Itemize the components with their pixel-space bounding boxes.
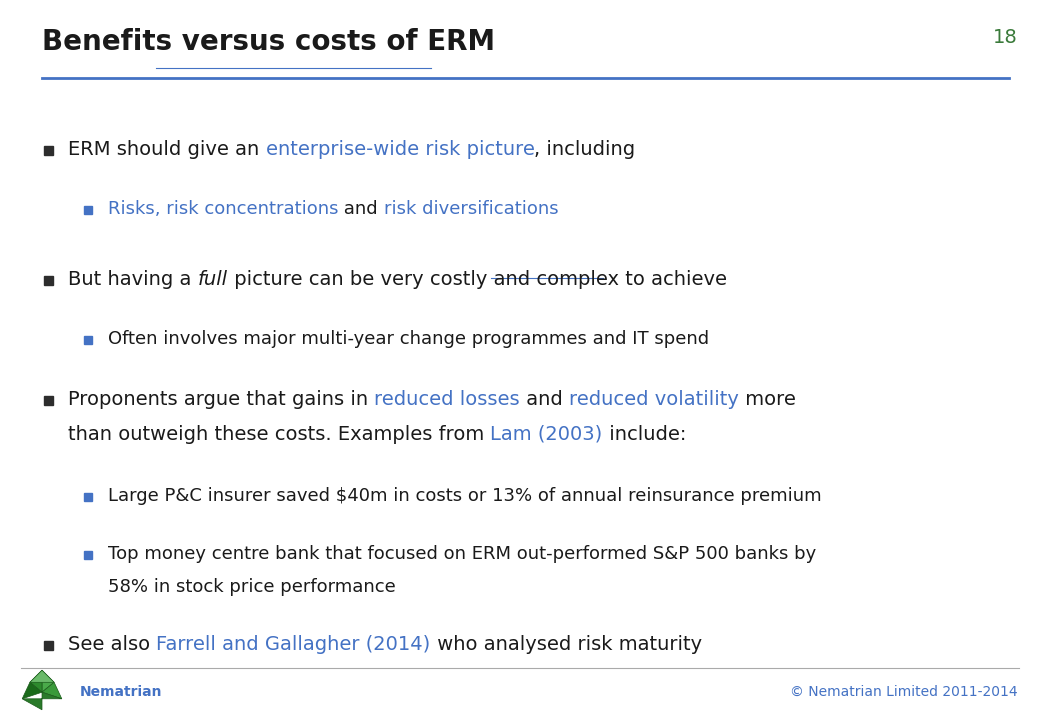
Text: Farrell and Gallagher (2014): Farrell and Gallagher (2014): [156, 635, 431, 654]
Text: ERM should give an: ERM should give an: [68, 140, 265, 159]
Text: © Nematrian Limited 2011-2014: © Nematrian Limited 2011-2014: [790, 685, 1018, 699]
Text: Often involves major multi-year change programmes and IT spend: Often involves major multi-year change p…: [108, 330, 709, 348]
Text: Nematrian: Nematrian: [80, 685, 162, 699]
Text: , including: , including: [535, 140, 635, 159]
Text: Large P&C insurer saved $40m in costs or 13% of annual reinsurance premium: Large P&C insurer saved $40m in costs or…: [108, 487, 822, 505]
Text: reduced losses: reduced losses: [374, 390, 520, 409]
Text: 58% in stock price performance: 58% in stock price performance: [108, 578, 396, 596]
Polygon shape: [22, 692, 61, 710]
Text: picture can be very costly and complex to achieve: picture can be very costly and complex t…: [228, 270, 727, 289]
Polygon shape: [42, 683, 61, 699]
Polygon shape: [30, 670, 54, 683]
Text: 18: 18: [993, 28, 1018, 47]
Polygon shape: [30, 670, 42, 692]
Text: Risks, risk concentrations: Risks, risk concentrations: [108, 200, 338, 218]
Polygon shape: [22, 683, 42, 699]
Text: who analysed risk maturity: who analysed risk maturity: [431, 635, 702, 654]
Text: See also: See also: [68, 635, 156, 654]
Text: include:: include:: [603, 425, 686, 444]
Text: risk diversifications: risk diversifications: [384, 200, 558, 218]
Text: Top money centre bank that focused on ERM out-performed S&P 500 banks by: Top money centre bank that focused on ER…: [108, 545, 816, 563]
Text: reduced volatility: reduced volatility: [569, 390, 738, 409]
Text: and: and: [338, 200, 384, 218]
Text: more: more: [738, 390, 796, 409]
Polygon shape: [42, 670, 54, 692]
Text: Lam (2003): Lam (2003): [491, 425, 603, 444]
Text: enterprise-wide risk picture: enterprise-wide risk picture: [265, 140, 535, 159]
Text: and: and: [520, 390, 569, 409]
Text: than outweigh these costs. Examples from: than outweigh these costs. Examples from: [68, 425, 491, 444]
Text: Proponents argue that gains in: Proponents argue that gains in: [68, 390, 374, 409]
Text: full: full: [198, 270, 228, 289]
Text: But having a: But having a: [68, 270, 198, 289]
Text: Benefits versus costs of ERM: Benefits versus costs of ERM: [42, 28, 495, 56]
